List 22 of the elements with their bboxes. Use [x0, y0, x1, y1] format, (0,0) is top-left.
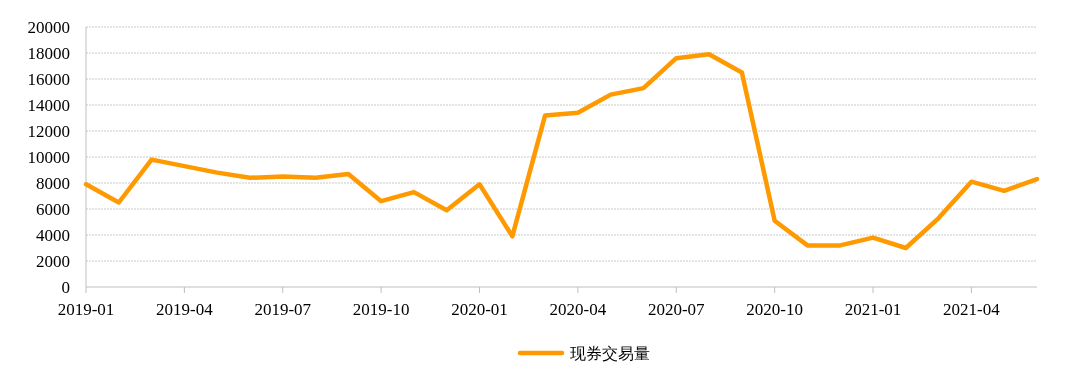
x-tick-label: 2020-01: [451, 300, 508, 319]
y-tick-label: 0: [61, 278, 70, 297]
x-tick-label: 2019-01: [57, 300, 115, 319]
x-tick-label: 2019-04: [156, 300, 214, 319]
x-tick-label: 2020-10: [746, 300, 803, 319]
x-tick-label: 2021-01: [844, 300, 902, 319]
y-tick-label: 16000: [27, 70, 70, 89]
y-tick-label: 8000: [36, 174, 70, 193]
y-tick-label: 4000: [36, 226, 70, 245]
y-tick-label: 2000: [36, 252, 70, 271]
y-tick-label: 20000: [27, 18, 70, 37]
x-tick-label: 2020-07: [647, 300, 706, 319]
y-tick-label: 18000: [27, 44, 70, 63]
y-tick-label: 10000: [27, 148, 70, 167]
x-tick-label: 2021-04: [943, 300, 1001, 319]
legend-label: 现券交易量: [570, 344, 650, 363]
x-tick-label: 2020-04: [549, 300, 607, 319]
y-tick-label: 6000: [36, 200, 70, 219]
y-tick-label: 14000: [27, 96, 70, 115]
x-tick-label: 2019-10: [352, 300, 410, 319]
y-tick-label: 12000: [27, 122, 70, 141]
x-tick-label: 2019-07: [254, 300, 312, 319]
